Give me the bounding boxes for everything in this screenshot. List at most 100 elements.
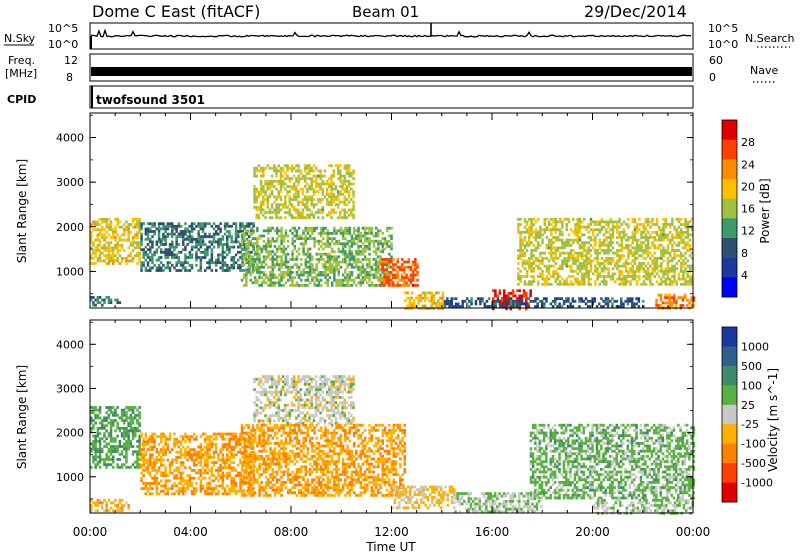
echo-cell <box>179 474 183 477</box>
echo-cell <box>686 259 689 263</box>
echo-cell <box>269 229 272 233</box>
echo-cell <box>333 258 336 261</box>
echo-cell <box>556 277 560 281</box>
echo-cell <box>306 252 310 256</box>
echo-cell <box>532 259 535 263</box>
echo-cell <box>259 203 263 207</box>
echo-cell <box>589 236 593 239</box>
echo-cell <box>282 273 285 277</box>
echo-cell <box>363 268 367 272</box>
echo-cell <box>339 179 342 183</box>
echo-cell <box>333 276 336 279</box>
echo-cell <box>286 234 290 238</box>
echo-cell <box>123 233 126 237</box>
echo-cell <box>688 246 692 250</box>
echo-cell <box>578 223 582 226</box>
echo-cell <box>646 277 650 281</box>
echo-cell <box>171 245 174 249</box>
echo-cell <box>164 466 167 470</box>
echo-cell <box>114 504 117 507</box>
echo-cell <box>576 251 579 255</box>
echo-cell <box>210 445 214 449</box>
echo-cell <box>251 258 255 261</box>
echo-cell <box>594 269 597 273</box>
echo-cell <box>530 262 533 265</box>
echo-cell <box>232 263 236 267</box>
echo-cell <box>195 456 198 459</box>
echo-cell <box>253 172 256 175</box>
echo-cell <box>688 243 692 247</box>
echo-cell <box>361 263 365 266</box>
echo-cell <box>333 232 336 235</box>
echo-cell <box>138 424 141 428</box>
echo-cell <box>123 429 126 433</box>
echo-cell <box>284 187 287 191</box>
echo-cell <box>94 452 97 456</box>
echo-cell <box>651 254 654 258</box>
echo-cell <box>539 267 542 271</box>
echo-cell <box>539 262 542 265</box>
echo-cell <box>517 225 520 229</box>
echo-cell <box>541 228 544 232</box>
echo-cell <box>572 249 575 252</box>
echo-cell <box>343 166 346 170</box>
echo-cell <box>157 453 161 457</box>
echo-cell <box>346 229 349 233</box>
echo-cell <box>164 235 167 239</box>
echo-cell <box>339 192 342 196</box>
echo-cell <box>259 174 263 178</box>
echo-cell <box>223 458 227 462</box>
echo-cell <box>671 269 674 273</box>
echo-cell <box>390 234 393 238</box>
echo-cell <box>304 252 307 256</box>
echo-cell <box>114 238 117 242</box>
y-tick-label: 1000 <box>56 265 84 278</box>
echo-cell <box>221 492 225 496</box>
echo-cell <box>394 273 397 277</box>
echo-cell <box>210 471 214 475</box>
echo-cell <box>476 297 480 301</box>
echo-cell <box>199 261 203 265</box>
echo-cell <box>212 461 216 464</box>
echo-cell <box>184 256 187 259</box>
echo-cell <box>234 435 238 438</box>
echo-cell <box>519 254 522 258</box>
echo-cell <box>248 222 251 226</box>
echo-cell <box>171 240 174 244</box>
echo-cell <box>247 268 250 272</box>
echo-cell <box>322 237 325 240</box>
echo-cell <box>190 484 194 488</box>
echo-cell <box>336 164 340 168</box>
echo-cell <box>618 259 621 263</box>
echo-cell <box>534 246 538 250</box>
echo-cell <box>245 229 248 233</box>
echo-cell <box>383 276 386 279</box>
echo-cell <box>184 440 187 444</box>
echo-cell <box>206 463 209 467</box>
echo-cell <box>280 273 283 277</box>
echo-cell <box>112 447 115 451</box>
echo-cell <box>206 248 209 252</box>
echo-cell <box>400 278 404 282</box>
echo-cell <box>136 413 139 417</box>
echo-cell <box>347 200 351 204</box>
echo-cell <box>385 268 388 272</box>
echo-cell <box>403 268 406 272</box>
echo-cell <box>567 256 571 260</box>
echo-cell <box>688 254 692 258</box>
echo-cell <box>262 273 266 277</box>
echo-cell <box>357 250 360 253</box>
echo-cell <box>155 469 159 472</box>
echo-cell <box>607 246 610 250</box>
echo-cell <box>215 258 218 262</box>
echo-cell <box>292 166 296 170</box>
echo-cell <box>98 408 102 412</box>
echo-cell <box>385 278 388 282</box>
echo-cell <box>182 487 185 490</box>
echo-cell <box>339 169 342 173</box>
echo-cell <box>664 236 667 239</box>
echo-cell <box>572 230 575 234</box>
echo-cell <box>109 223 113 226</box>
echo-cell <box>607 275 610 278</box>
echo-cell <box>339 211 342 214</box>
